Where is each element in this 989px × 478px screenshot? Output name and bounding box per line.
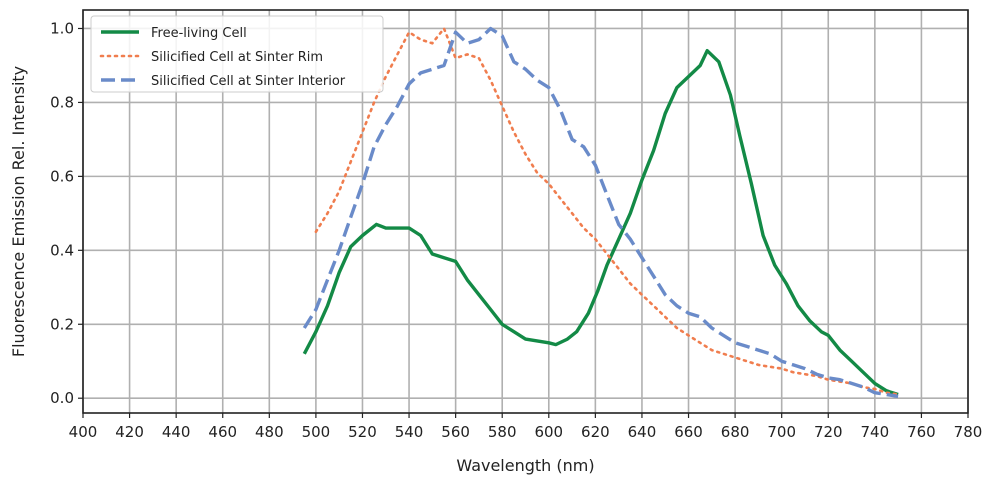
x-tick-label: 700 bbox=[767, 423, 796, 441]
x-tick-label: 540 bbox=[395, 423, 424, 441]
x-tick-label: 720 bbox=[814, 423, 843, 441]
x-tick-label: 520 bbox=[348, 423, 377, 441]
x-tick-label: 780 bbox=[954, 423, 983, 441]
x-axis-label: Wavelength (nm) bbox=[456, 456, 594, 475]
legend-label-1: Free-living Cell bbox=[151, 26, 247, 41]
y-tick-label: 0.0 bbox=[50, 389, 74, 407]
y-axis-label: Fluorescence Emission Rel. Intensity bbox=[9, 66, 28, 357]
x-tick-label: 600 bbox=[534, 423, 563, 441]
plot-frame bbox=[82, 9, 969, 414]
y-tick-label: 0.4 bbox=[50, 241, 74, 259]
y-tick-label: 0.6 bbox=[50, 167, 74, 185]
x-tick-label: 580 bbox=[488, 423, 517, 441]
x-tick-label: 680 bbox=[721, 423, 750, 441]
x-tick-label: 480 bbox=[255, 423, 284, 441]
legend-label-2: Silicified Cell at Sinter Rim bbox=[151, 50, 323, 65]
y-tick-label: 0.2 bbox=[50, 315, 74, 333]
x-tick-label: 620 bbox=[581, 423, 610, 441]
x-tick-label: 500 bbox=[302, 423, 331, 441]
y-tick-label: 1.0 bbox=[50, 19, 74, 37]
y-axis-ticks: 0.0 0.2 0.4 0.6 0.8 1.0 bbox=[50, 19, 83, 407]
series-group bbox=[302, 26, 900, 399]
series-line-2 bbox=[314, 27, 900, 396]
x-tick-label: 560 bbox=[441, 423, 470, 441]
x-tick-label: 460 bbox=[208, 423, 237, 441]
series-line-3 bbox=[302, 26, 899, 399]
legend: Free-living Cell Silicified Cell at Sinte… bbox=[90, 15, 384, 93]
x-tick-label: 740 bbox=[861, 423, 890, 441]
x-tick-label: 640 bbox=[628, 423, 657, 441]
series-line-1 bbox=[302, 49, 899, 397]
x-tick-label: 440 bbox=[162, 423, 191, 441]
legend-box bbox=[90, 15, 384, 93]
y-tick-label: 0.8 bbox=[50, 93, 74, 111]
x-tick-label: 660 bbox=[674, 423, 703, 441]
x-tick-label: 400 bbox=[69, 423, 98, 441]
x-tick-label: 420 bbox=[115, 423, 144, 441]
x-axis-ticks: 400 420 440 460 480 500 520 540 560 580 600 620 640 6… bbox=[69, 413, 983, 441]
legend-label-3: Silicified Cell at Sinter Interior bbox=[151, 74, 346, 89]
x-tick-label: 760 bbox=[907, 423, 936, 441]
